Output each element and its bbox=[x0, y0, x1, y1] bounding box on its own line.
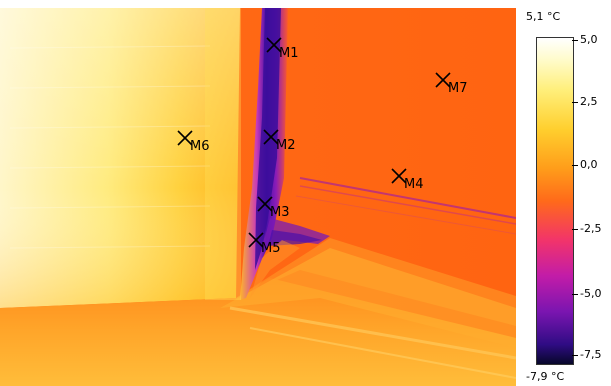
crosshair-icon bbox=[435, 72, 451, 88]
scale-tick-label: -5,0 bbox=[580, 287, 602, 300]
scale-tick-label: 0,0 bbox=[580, 158, 598, 171]
scale-tick bbox=[572, 229, 578, 230]
marker-m5[interactable]: M5 bbox=[247, 231, 307, 271]
crosshair-icon bbox=[391, 168, 407, 184]
scale-tick bbox=[572, 165, 578, 166]
marker-label: M1 bbox=[279, 46, 299, 61]
scale-tick bbox=[572, 355, 578, 356]
scale-tick-label: 2,5 bbox=[580, 95, 598, 108]
temperature-scale: 5,1 °C 5,0 2,5 0,0 -2,5 -5,0 -7,5 -7,9 °… bbox=[516, 0, 611, 386]
marker-m3[interactable]: M3 bbox=[256, 195, 316, 235]
crosshair-icon bbox=[257, 196, 273, 212]
marker-m7[interactable]: M7 bbox=[434, 71, 494, 111]
scale-tick bbox=[572, 40, 578, 41]
thermal-image-canvas bbox=[0, 8, 516, 386]
marker-label: M7 bbox=[448, 81, 468, 96]
marker-m1[interactable]: M1 bbox=[265, 36, 325, 76]
marker-label: M6 bbox=[190, 139, 210, 154]
marker-m4[interactable]: M4 bbox=[390, 167, 450, 207]
marker-label: M4 bbox=[404, 177, 424, 192]
marker-label: M3 bbox=[270, 205, 290, 220]
marker-label: M2 bbox=[276, 138, 296, 153]
marker-m2[interactable]: M2 bbox=[262, 128, 322, 168]
crosshair-icon bbox=[248, 232, 264, 248]
thermal-image: M1 M2 M3 M4 bbox=[0, 8, 516, 386]
crosshair-icon bbox=[266, 37, 282, 53]
scale-tick bbox=[572, 294, 578, 295]
scale-min-label: -7,9 °C bbox=[526, 370, 565, 383]
marker-label: M5 bbox=[261, 241, 281, 256]
colorbar bbox=[536, 37, 574, 365]
crosshair-icon bbox=[177, 130, 193, 146]
crosshair-icon bbox=[263, 129, 279, 145]
scale-max-label: 5,1 °C bbox=[526, 10, 561, 23]
marker-m6[interactable]: M6 bbox=[176, 129, 236, 169]
scale-tick bbox=[572, 102, 578, 103]
scale-tick-label: -7,5 bbox=[580, 348, 602, 361]
scale-tick-label: 5,0 bbox=[580, 33, 598, 46]
scale-tick-label: -2,5 bbox=[580, 222, 602, 235]
